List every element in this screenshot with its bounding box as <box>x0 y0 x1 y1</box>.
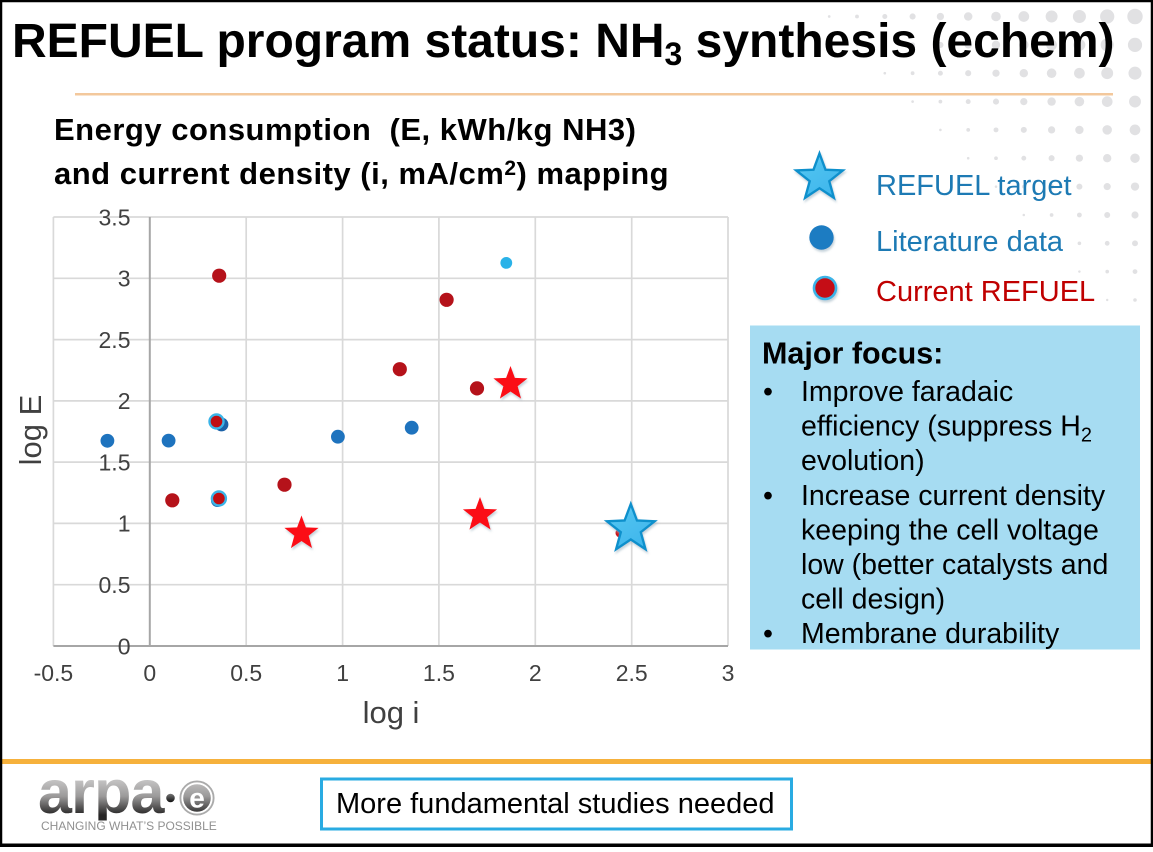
svg-text:•: • <box>763 376 773 408</box>
svg-text:2.5: 2.5 <box>99 327 131 353</box>
svg-text:Membrane durability: Membrane durability <box>801 618 1060 650</box>
svg-text:2.5: 2.5 <box>616 660 648 686</box>
svg-text:0: 0 <box>118 633 131 659</box>
svg-text:•: • <box>763 480 773 512</box>
svg-text:1: 1 <box>118 511 131 537</box>
svg-text:-0.5: -0.5 <box>34 660 74 686</box>
svg-text:1.5: 1.5 <box>99 449 131 475</box>
svg-text:Increase current density: Increase current density <box>801 480 1106 512</box>
svg-text:3: 3 <box>722 660 735 686</box>
svg-text:arpa: arpa <box>38 758 166 826</box>
svg-text:0.5: 0.5 <box>230 660 262 686</box>
svg-text:CHANGING WHAT’S POSSIBLE: CHANGING WHAT’S POSSIBLE <box>41 819 217 833</box>
svg-text:REFUEL program status: NH3 syn: REFUEL program status: NH3 synthesis (ec… <box>12 15 1115 72</box>
svg-text:2: 2 <box>529 660 542 686</box>
svg-text:2: 2 <box>118 388 131 414</box>
svg-text:3.5: 3.5 <box>99 204 131 230</box>
svg-text:low (better catalysts and: low (better catalysts and <box>801 549 1108 581</box>
svg-text:log i: log i <box>363 695 420 730</box>
svg-text:evolution): evolution) <box>801 445 925 477</box>
svg-text:keeping the cell voltage: keeping the cell voltage <box>801 514 1099 546</box>
svg-text:0: 0 <box>143 660 156 686</box>
svg-text:REFUEL target: REFUEL target <box>876 170 1072 202</box>
svg-text:log E: log E <box>13 395 48 466</box>
svg-text:e: e <box>189 783 205 814</box>
svg-text:Current REFUEL: Current REFUEL <box>876 276 1095 308</box>
svg-text:•: • <box>763 618 773 650</box>
svg-text:1.5: 1.5 <box>423 660 455 686</box>
svg-text:More fundamental studies neede: More fundamental studies needed <box>336 788 775 820</box>
svg-text:Energy consumption (E, kWh/kg: Energy consumption (E, kWh/kg NH3) <box>54 112 636 147</box>
svg-text:and current density (i, mA/cm2: and current density (i, mA/cm2) mapping <box>54 156 669 191</box>
svg-text:Major focus:: Major focus: <box>762 337 943 371</box>
svg-text:cell design): cell design) <box>801 584 945 616</box>
svg-text:efficiency (suppress H2: efficiency (suppress H2 <box>801 411 1092 447</box>
svg-text:Literature data: Literature data <box>876 226 1064 258</box>
svg-text:1: 1 <box>336 660 349 686</box>
svg-text:Improve faradaic: Improve faradaic <box>801 376 1013 408</box>
svg-text:3: 3 <box>118 266 131 292</box>
svg-text:0.5: 0.5 <box>99 572 131 598</box>
